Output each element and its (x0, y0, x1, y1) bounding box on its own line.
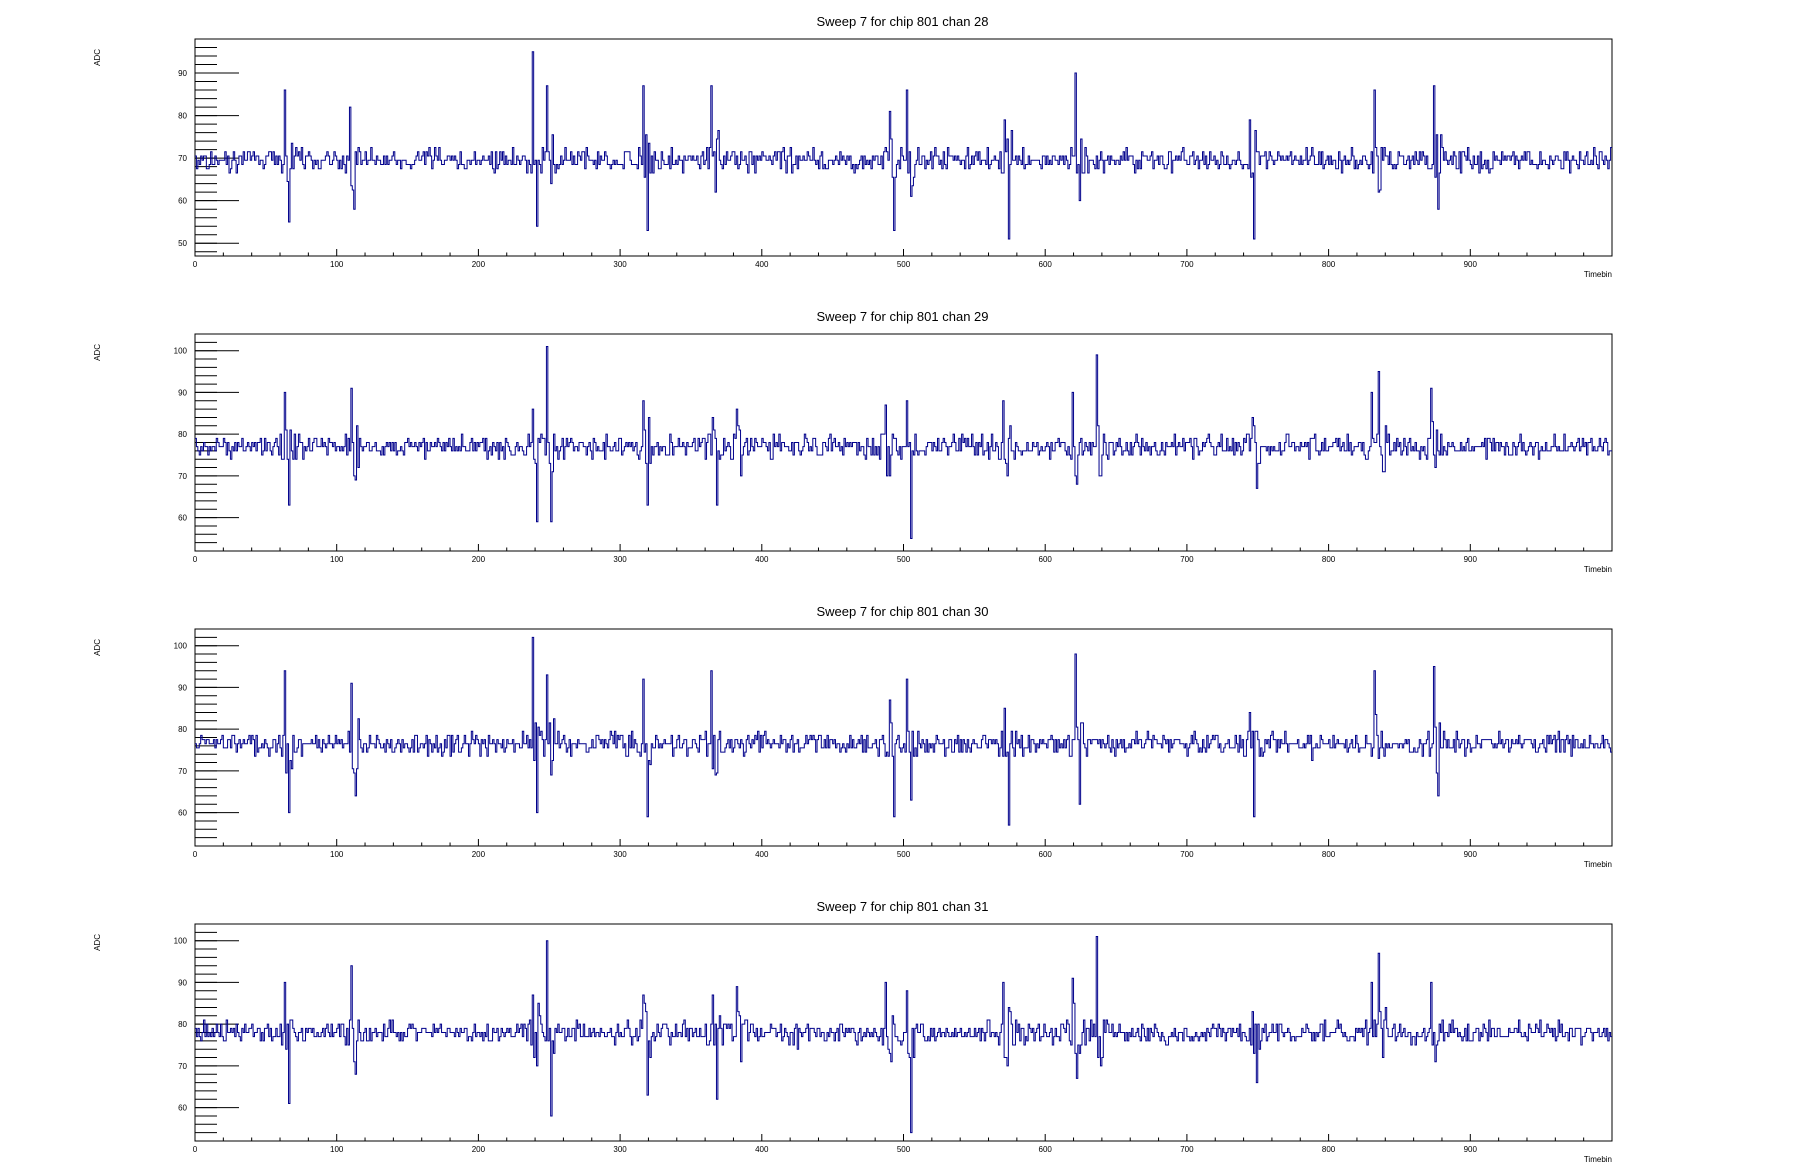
x-tick-label: 300 (613, 1145, 627, 1154)
x-tick-label: 600 (1039, 850, 1053, 859)
x-tick-label: 400 (755, 850, 769, 859)
y-tick-label: 90 (178, 69, 187, 78)
plot-frame (194, 628, 1613, 847)
x-axis-label: Timebin (1584, 860, 1612, 869)
y-tick-label: 60 (178, 514, 187, 523)
x-tick-label: 100 (330, 850, 344, 859)
x-tick-label: 300 (613, 555, 627, 564)
x-tick-label: 300 (613, 850, 627, 859)
x-axis-label: Timebin (1584, 565, 1612, 574)
x-tick-label: 0 (193, 555, 198, 564)
y-tick-label: 100 (174, 937, 188, 946)
y-tick-label: 100 (174, 642, 188, 651)
x-tick-label: 200 (472, 850, 486, 859)
x-axis-label: Timebin (1584, 270, 1612, 279)
x-tick-label: 500 (897, 1145, 911, 1154)
chart-title: Sweep 7 for chip 801 chan 28 (816, 14, 988, 29)
x-tick-label: 500 (897, 555, 911, 564)
series-line (195, 51, 1612, 240)
y-axis-label: ADC (93, 934, 102, 951)
x-tick-label: 100 (330, 555, 344, 564)
x-tick-label: 300 (613, 260, 627, 269)
y-tick-label: 50 (178, 239, 187, 248)
panel-4: Sweep 7 for chip 801 chan 31 ADC Timebin 60… (93, 899, 1613, 1164)
y-tick-label: 60 (178, 197, 187, 206)
x-tick-label: 500 (897, 260, 911, 269)
y-tick-label: 70 (178, 767, 187, 776)
y-tick-label: 70 (178, 154, 187, 163)
x-tick-label: 900 (1464, 260, 1478, 269)
y-tick-label: 80 (178, 112, 187, 121)
y-tick-label: 90 (178, 978, 187, 987)
x-tick-label: 500 (897, 850, 911, 859)
x-tick-label: 800 (1322, 1145, 1336, 1154)
series-line (195, 936, 1612, 1134)
series-line (195, 346, 1612, 539)
y-tick-label: 80 (178, 1020, 187, 1029)
panel-3: Sweep 7 for chip 801 chan 30 ADC Timebin 60… (93, 604, 1613, 869)
x-tick-label: 700 (1180, 850, 1194, 859)
series-line (195, 636, 1612, 826)
y-tick-label: 70 (178, 1062, 187, 1071)
x-tick-label: 900 (1464, 1145, 1478, 1154)
x-tick-label: 100 (330, 260, 344, 269)
x-axis-label: Timebin (1584, 1155, 1612, 1164)
x-tick-label: 600 (1039, 555, 1053, 564)
x-tick-label: 200 (472, 1145, 486, 1154)
x-tick-label: 700 (1180, 260, 1194, 269)
panel-1: Sweep 7 for chip 801 chan 28 ADC Timebin 50… (93, 14, 1613, 279)
x-tick-label: 0 (193, 1145, 198, 1154)
y-axis-label: ADC (93, 49, 102, 66)
x-tick-label: 200 (472, 260, 486, 269)
y-tick-label: 80 (178, 725, 187, 734)
y-axis-label: ADC (93, 639, 102, 656)
x-tick-label: 700 (1180, 1145, 1194, 1154)
chart-title: Sweep 7 for chip 801 chan 30 (816, 604, 988, 619)
x-tick-label: 400 (755, 260, 769, 269)
x-tick-label: 100 (330, 1145, 344, 1154)
x-tick-label: 0 (193, 850, 198, 859)
x-tick-label: 600 (1039, 260, 1053, 269)
x-tick-label: 800 (1322, 555, 1336, 564)
y-tick-label: 70 (178, 472, 187, 481)
chart-title: Sweep 7 for chip 801 chan 29 (816, 309, 988, 324)
y-tick-label: 90 (178, 388, 187, 397)
x-tick-label: 400 (755, 1145, 769, 1154)
y-tick-label: 100 (174, 347, 188, 356)
y-axis-label: ADC (93, 344, 102, 361)
x-tick-label: 400 (755, 555, 769, 564)
x-tick-label: 200 (472, 555, 486, 564)
x-tick-label: 600 (1039, 1145, 1053, 1154)
y-tick-label: 60 (178, 1104, 187, 1113)
chart-title: Sweep 7 for chip 801 chan 31 (816, 899, 988, 914)
x-tick-label: 900 (1464, 850, 1478, 859)
x-tick-label: 900 (1464, 555, 1478, 564)
y-tick-label: 90 (178, 683, 187, 692)
x-tick-label: 800 (1322, 260, 1336, 269)
y-tick-label: 60 (178, 809, 187, 818)
x-tick-label: 0 (193, 260, 198, 269)
y-tick-label: 80 (178, 430, 187, 439)
plot-frame (194, 38, 1613, 257)
x-tick-label: 700 (1180, 555, 1194, 564)
panel-2: Sweep 7 for chip 801 chan 29 ADC Timebin 60… (93, 309, 1613, 574)
x-tick-label: 800 (1322, 850, 1336, 859)
